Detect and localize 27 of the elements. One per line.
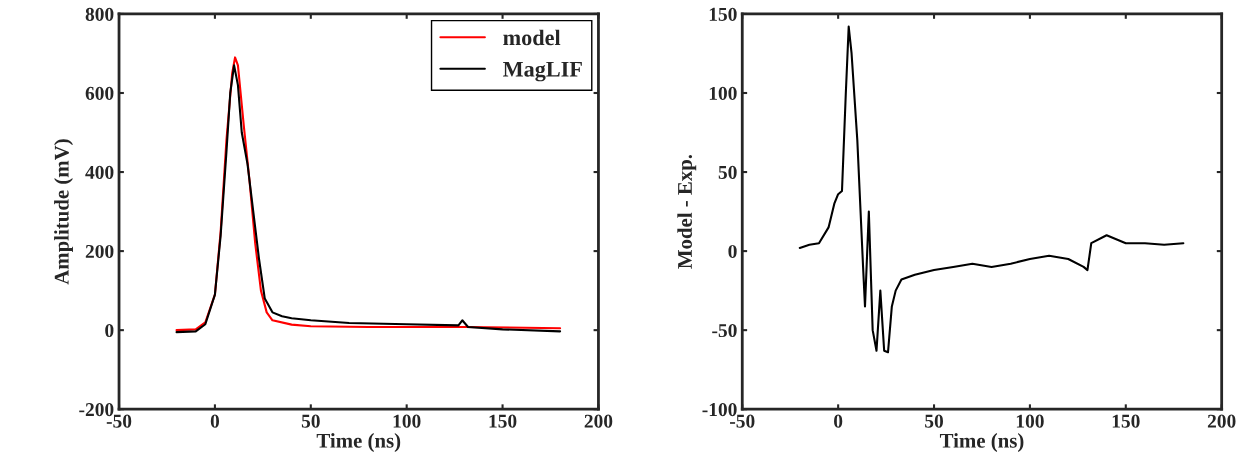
y-tick-label: 50 (718, 165, 737, 179)
x-tick-label: 200 (1207, 414, 1236, 428)
y-tick-label: 150 (709, 7, 737, 21)
x-tick-label: 100 (1016, 414, 1044, 428)
legend-label: model (503, 29, 561, 46)
x-tick-label: 0 (834, 414, 843, 428)
y-tick-label: 0 (728, 244, 737, 259)
y-tick-label: 600 (85, 86, 114, 100)
x-tick-label: 0 (210, 414, 220, 428)
y-axis-title: Model - Exp. (677, 154, 697, 269)
legend-label: MagLIF (503, 61, 582, 82)
y-axis-title: Amplitude (mV) (54, 139, 73, 285)
y-tick-label: 800 (85, 7, 114, 21)
y-tick-label: 100 (709, 86, 737, 100)
line-series (798, 25, 1185, 354)
x-tick-label: 150 (489, 414, 517, 428)
y-tick-label: 200 (85, 244, 114, 259)
x-axis-title: Time (ns) (939, 433, 1024, 452)
y-tick-label: -50 (712, 323, 737, 338)
x-tick-label: 150 (1112, 414, 1140, 428)
x-tick-label: 200 (584, 414, 613, 428)
y-tick-label: 0 (105, 323, 114, 338)
x-tick-label: 50 (301, 414, 320, 428)
x-tick-label: 50 (925, 414, 944, 428)
x-tick-label: 100 (393, 414, 421, 428)
x-axis-title: Time (ns) (316, 433, 401, 452)
y-tick-label: 400 (85, 165, 114, 179)
